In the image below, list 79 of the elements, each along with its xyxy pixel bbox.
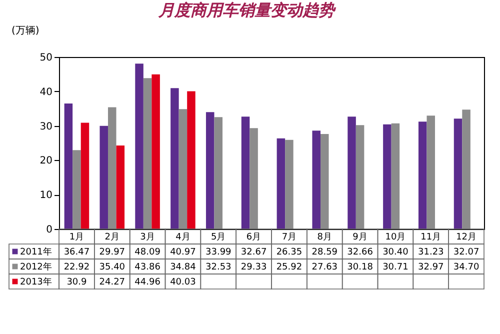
data-label: 28.59 <box>312 248 338 258</box>
bar <box>250 128 258 229</box>
bar <box>152 74 160 229</box>
data-label: 48.09 <box>134 248 161 258</box>
bar <box>418 122 427 229</box>
x-tick-label: 10月 <box>385 232 406 242</box>
x-tick-label: 3月 <box>140 232 155 242</box>
bar <box>462 110 470 229</box>
bar <box>276 138 286 229</box>
bar <box>187 91 196 229</box>
data-label: 35.40 <box>99 262 126 272</box>
bar <box>426 116 436 229</box>
data-label: 30.71 <box>382 262 408 272</box>
bar <box>135 64 144 229</box>
data-label: 22.92 <box>64 262 90 272</box>
bar <box>72 150 81 229</box>
data-label: 24.27 <box>99 278 126 288</box>
bar <box>312 130 320 229</box>
data-label: 40.03 <box>170 278 196 288</box>
data-label: 30.9 <box>66 278 87 288</box>
y-tick-label: 50 <box>40 52 52 64</box>
legend-label: 2011年 <box>20 246 52 258</box>
bar <box>170 88 179 229</box>
bar <box>348 116 356 229</box>
data-label: 32.67 <box>240 248 267 258</box>
x-tick-label: 2月 <box>104 232 120 242</box>
bar <box>143 78 152 229</box>
data-label: 29.33 <box>240 262 267 272</box>
data-label: 34.70 <box>453 262 480 272</box>
data-label: 33.99 <box>205 248 232 258</box>
bar <box>214 117 223 229</box>
data-label: 31.23 <box>418 248 444 258</box>
legend-label: 2012年 <box>20 262 52 272</box>
data-label: 40.97 <box>170 248 196 258</box>
x-tick-label: 1月 <box>69 232 84 242</box>
x-tick-label: 6月 <box>246 232 262 242</box>
data-label: 32.53 <box>205 262 232 272</box>
bar <box>454 118 462 229</box>
y-tick-label: 0 <box>46 224 52 236</box>
bar <box>108 107 116 229</box>
chart-title: 月度商用车销量变动趋势 <box>158 0 337 20</box>
bar <box>320 134 329 229</box>
data-label: 30.40 <box>382 248 409 258</box>
bar <box>100 126 108 229</box>
y-tick-label: 20 <box>40 156 52 167</box>
data-label: 34.84 <box>170 262 196 272</box>
x-tick-label: 12月 <box>456 232 477 242</box>
x-tick-label: 5月 <box>211 232 226 242</box>
data-label: 32.97 <box>418 262 444 272</box>
x-tick-label: 11月 <box>420 232 442 242</box>
bar <box>64 104 73 229</box>
legend-label: 2013年 <box>20 276 52 288</box>
data-label: 32.66 <box>347 248 374 258</box>
bar <box>383 124 392 229</box>
data-label: 30.18 <box>347 262 374 272</box>
y-tick-label: 40 <box>40 86 52 98</box>
data-label: 29.97 <box>99 248 126 258</box>
data-label: 25.92 <box>276 262 302 272</box>
bar <box>116 146 125 229</box>
bar <box>241 116 250 229</box>
bar <box>391 123 400 229</box>
x-tick-label: 4月 <box>176 232 190 242</box>
bar <box>285 140 294 229</box>
data-label: 26.35 <box>276 248 302 258</box>
bar <box>178 109 188 229</box>
y-tick-label: 30 <box>40 121 52 132</box>
bar <box>80 122 90 229</box>
y-axis-title: (万辆) <box>12 24 40 36</box>
x-tick-label: 8月 <box>317 232 332 242</box>
data-label: 32.07 <box>453 248 480 258</box>
x-tick-label: 9月 <box>352 232 368 242</box>
x-tick-label: 7月 <box>282 232 297 242</box>
data-label: 43.86 <box>134 262 161 272</box>
data-label: 27.63 <box>312 262 338 272</box>
y-tick-label: 10 <box>40 190 52 202</box>
data-label: 44.96 <box>134 278 161 288</box>
bar <box>356 125 364 229</box>
data-label: 36.47 <box>64 248 90 258</box>
bar <box>206 112 214 229</box>
